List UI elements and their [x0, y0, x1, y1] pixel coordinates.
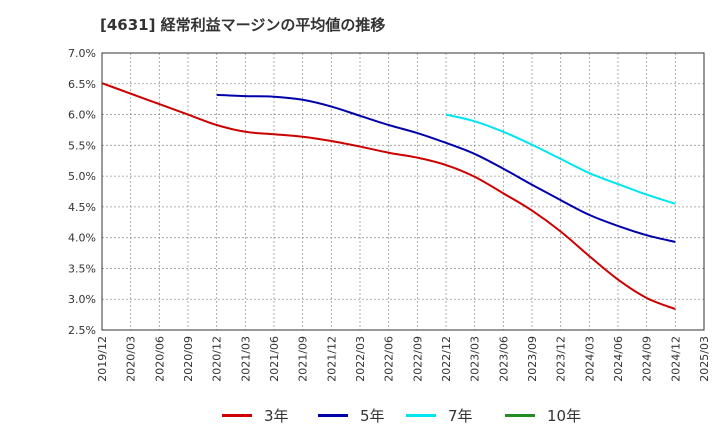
legend-label: 5年 [360, 406, 385, 425]
series-line-3年 [101, 82, 676, 311]
x-tick-label: 2024/09 [641, 336, 654, 382]
y-tick-label: 7.0% [68, 47, 96, 60]
x-axis-ticks: 2019/12 2020/03 2020/06 2020/09 2020/12 2021/… [96, 336, 711, 382]
x-tick-label: 2024/06 [612, 336, 625, 382]
x-tick-label: 2021/12 [325, 336, 338, 382]
y-tick-label: 6.0% [68, 109, 96, 122]
x-tick-label: 2022/09 [411, 336, 424, 382]
legend-item: 5年 [318, 402, 385, 428]
y-tick-label: 6.5% [68, 78, 96, 91]
x-tick-label: 2023/12 [555, 336, 568, 382]
x-tick-label: 2024/03 [583, 336, 596, 382]
legend-swatch [505, 413, 535, 417]
x-tick-label: 2022/03 [354, 336, 367, 382]
x-tick-label: 2020/06 [153, 336, 166, 382]
plot-frame [101, 52, 705, 331]
x-tick-label: 2020/03 [125, 336, 138, 382]
y-tick-label: 3.5% [68, 262, 96, 275]
legend-swatch [318, 413, 348, 417]
legend-item: 10年 [505, 402, 581, 428]
x-tick-label: 2023/06 [497, 336, 510, 382]
legend-swatch [222, 413, 252, 417]
legend-swatch [406, 413, 436, 417]
y-tick-label: 2.5% [68, 324, 96, 337]
series-layer [101, 82, 676, 311]
x-tick-label: 2023/03 [469, 336, 482, 382]
legend-label: 10年 [547, 406, 582, 425]
x-tick-label: 2023/09 [526, 336, 539, 382]
legend-label: 3年 [264, 406, 289, 425]
y-tick-label: 5.0% [68, 170, 96, 183]
x-tick-label: 2021/09 [297, 336, 310, 382]
line-chart: 7.0% 6.5% 6.0% 5.5% 5.0% 4.5% 4.0% 3.5% 3.0% 2.5%… [68, 47, 711, 382]
x-tick-label: 2024/12 [669, 336, 682, 382]
legend: 3年 5年 7年 10年 [0, 402, 720, 428]
x-tick-label: 2020/09 [182, 336, 195, 382]
y-axis-ticks: 7.0% 6.5% 6.0% 5.5% 5.0% 4.5% 4.0% 3.5% 3.0% 2.5% [68, 47, 96, 337]
x-tick-label: 2022/06 [383, 336, 396, 382]
x-tick-label: 2019/12 [96, 336, 109, 382]
legend-label: 7年 [448, 406, 473, 425]
x-tick-label: 2022/12 [440, 336, 453, 382]
legend-item: 7年 [406, 402, 473, 428]
legend-item: 3年 [222, 402, 289, 428]
series-line-7年 [445, 113, 676, 205]
x-tick-label: 2021/06 [268, 336, 281, 382]
x-tick-label: 2025/03 [698, 336, 711, 382]
y-tick-label: 5.5% [68, 139, 96, 152]
x-tick-label: 2021/03 [239, 336, 252, 382]
grid-layer [102, 53, 704, 330]
y-tick-label: 4.0% [68, 232, 96, 245]
x-tick-label: 2020/12 [211, 336, 224, 382]
chart-title: [4631] 経常利益マージンの平均値の推移 [100, 16, 386, 34]
series-line-5年 [216, 93, 676, 243]
y-tick-label: 3.0% [68, 293, 96, 306]
y-tick-label: 4.5% [68, 201, 96, 214]
